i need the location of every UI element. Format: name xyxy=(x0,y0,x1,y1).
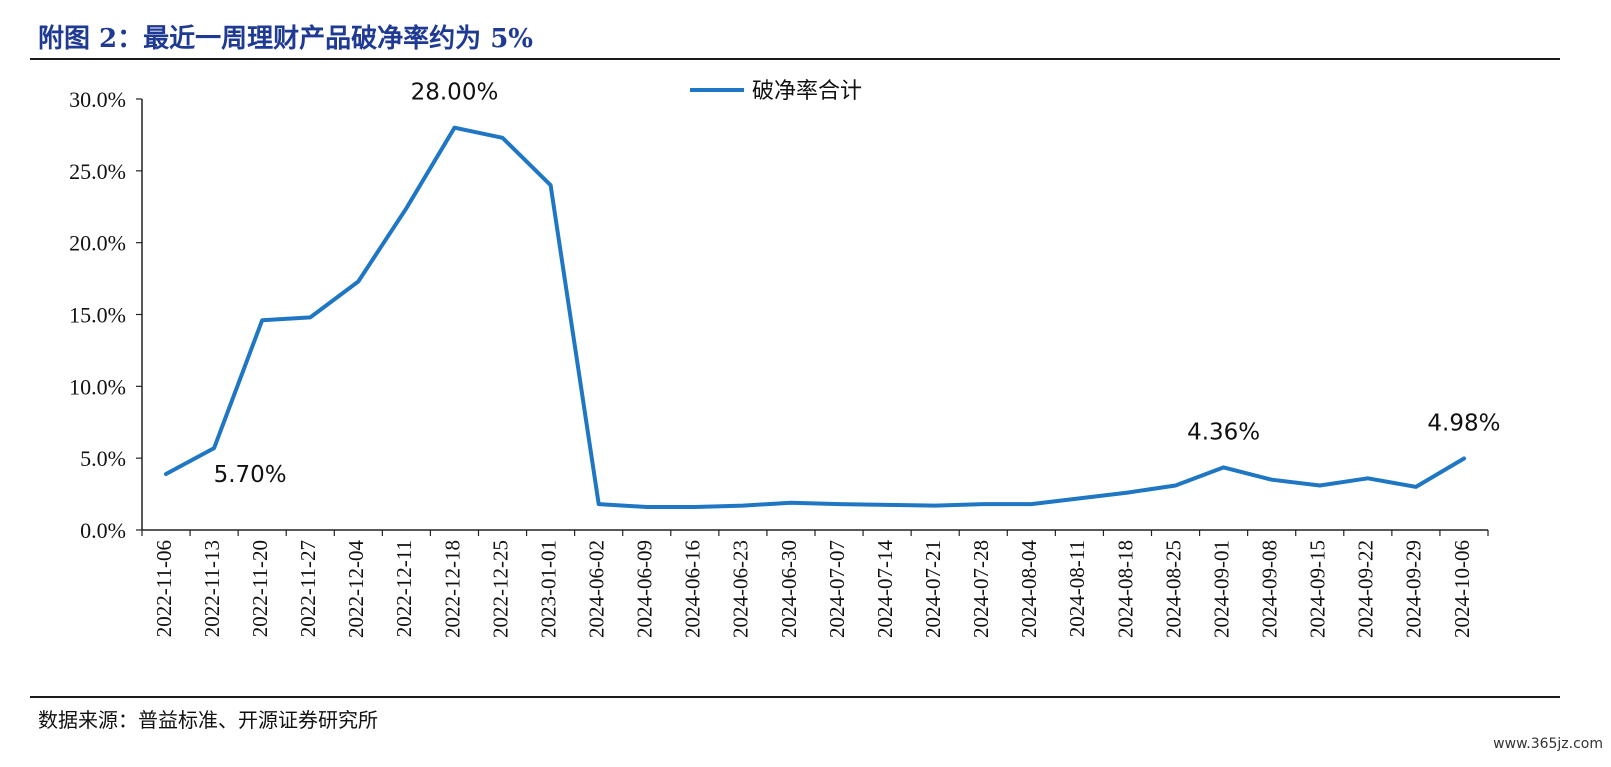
x-tick-label: 2024-08-18 xyxy=(1113,540,1137,638)
bottom-rule xyxy=(30,696,1560,698)
series-line xyxy=(164,125,1466,509)
data-point xyxy=(837,502,841,506)
data-label: 5.70% xyxy=(214,462,287,488)
legend-label: 破净率合计 xyxy=(752,79,862,104)
data-point xyxy=(452,126,456,130)
x-tick-label: 2024-06-09 xyxy=(633,540,657,638)
data-label: 4.36% xyxy=(1187,419,1260,445)
x-tick-label: 2022-12-18 xyxy=(440,540,464,638)
x-tick-label: 2024-06-30 xyxy=(777,540,801,638)
x-tick-label: 2024-07-28 xyxy=(969,540,993,638)
data-point xyxy=(404,206,408,210)
y-tick-label: 20.0% xyxy=(69,231,126,256)
data-point xyxy=(1125,491,1129,495)
data-point xyxy=(597,502,601,506)
data-point xyxy=(933,504,937,508)
data-point xyxy=(1222,465,1226,469)
x-tick-label: 2024-10-06 xyxy=(1450,540,1474,638)
data-point xyxy=(1077,496,1081,500)
y-tick-label: 25.0% xyxy=(69,159,126,184)
data-point xyxy=(1174,483,1178,487)
data-label: 28.00% xyxy=(411,80,499,106)
y-tick-label: 10.0% xyxy=(69,374,126,399)
data-point xyxy=(164,472,168,476)
x-tick-label: 2024-09-08 xyxy=(1257,540,1281,638)
data-point xyxy=(789,501,793,505)
x-tick-label: 2024-07-07 xyxy=(825,540,849,638)
x-tick-label: 2022-12-25 xyxy=(488,540,512,638)
data-point xyxy=(260,318,264,322)
data-point xyxy=(1029,502,1033,506)
source-note: 数据来源：普益标准、开源证券研究所 xyxy=(38,708,378,732)
x-tick-label: 2022-11-27 xyxy=(296,540,320,637)
data-point xyxy=(356,279,360,283)
data-point xyxy=(212,446,216,450)
data-point xyxy=(308,315,312,319)
x-tick-label: 2024-06-16 xyxy=(681,540,705,638)
data-label: 4.98% xyxy=(1427,410,1500,436)
data-point xyxy=(1270,478,1274,482)
x-tick-label: 2024-08-11 xyxy=(1065,540,1089,637)
line-chart: 0.0% 5.0% 10.0% 15.0% 20.0% 25.0% 30.0% 2022-11… xyxy=(69,79,1500,638)
data-point xyxy=(501,136,505,140)
x-tick-label: 2024-08-04 xyxy=(1017,540,1041,638)
data-point xyxy=(1462,456,1466,460)
data-point xyxy=(1366,476,1370,480)
data-point xyxy=(885,503,889,507)
data-point xyxy=(741,504,745,508)
data-point xyxy=(1414,485,1418,489)
data-point xyxy=(981,502,985,506)
x-tick-label: 2024-06-02 xyxy=(584,540,608,638)
chart-title: 附图 2：最近一周理财产品破净率约为 5% xyxy=(38,24,533,54)
x-tick-label: 2022-12-04 xyxy=(344,540,368,638)
y-tick-label: 15.0% xyxy=(69,303,126,328)
x-tick-label: 2022-11-06 xyxy=(152,540,176,637)
x-tick-label: 2023-01-01 xyxy=(536,540,560,638)
data-point xyxy=(549,183,553,187)
top-rule xyxy=(30,58,1560,60)
y-tick-label: 30.0% xyxy=(69,87,126,112)
x-tick-label: 2022-12-11 xyxy=(392,540,416,637)
x-tick-label: 2024-09-22 xyxy=(1354,540,1378,638)
data-point xyxy=(645,505,649,509)
x-tick-label: 2024-06-23 xyxy=(729,540,753,638)
x-tick-label: 2022-11-20 xyxy=(248,540,272,637)
x-tick-label: 2024-09-29 xyxy=(1402,540,1426,638)
y-tick-label: 0.0% xyxy=(80,518,126,543)
x-tick-label: 2024-07-21 xyxy=(921,540,945,638)
x-tick-label: 2024-07-14 xyxy=(873,540,897,638)
x-tick-label: 2022-11-13 xyxy=(200,540,224,637)
x-tick-label: 2024-09-01 xyxy=(1209,540,1233,638)
data-point xyxy=(693,505,697,509)
x-tick-label: 2024-08-25 xyxy=(1161,540,1185,638)
watermark: www.365jz.com xyxy=(1493,736,1603,752)
x-tick-label: 2024-09-15 xyxy=(1306,540,1330,638)
data-point xyxy=(1318,483,1322,487)
y-tick-label: 5.0% xyxy=(80,446,126,471)
